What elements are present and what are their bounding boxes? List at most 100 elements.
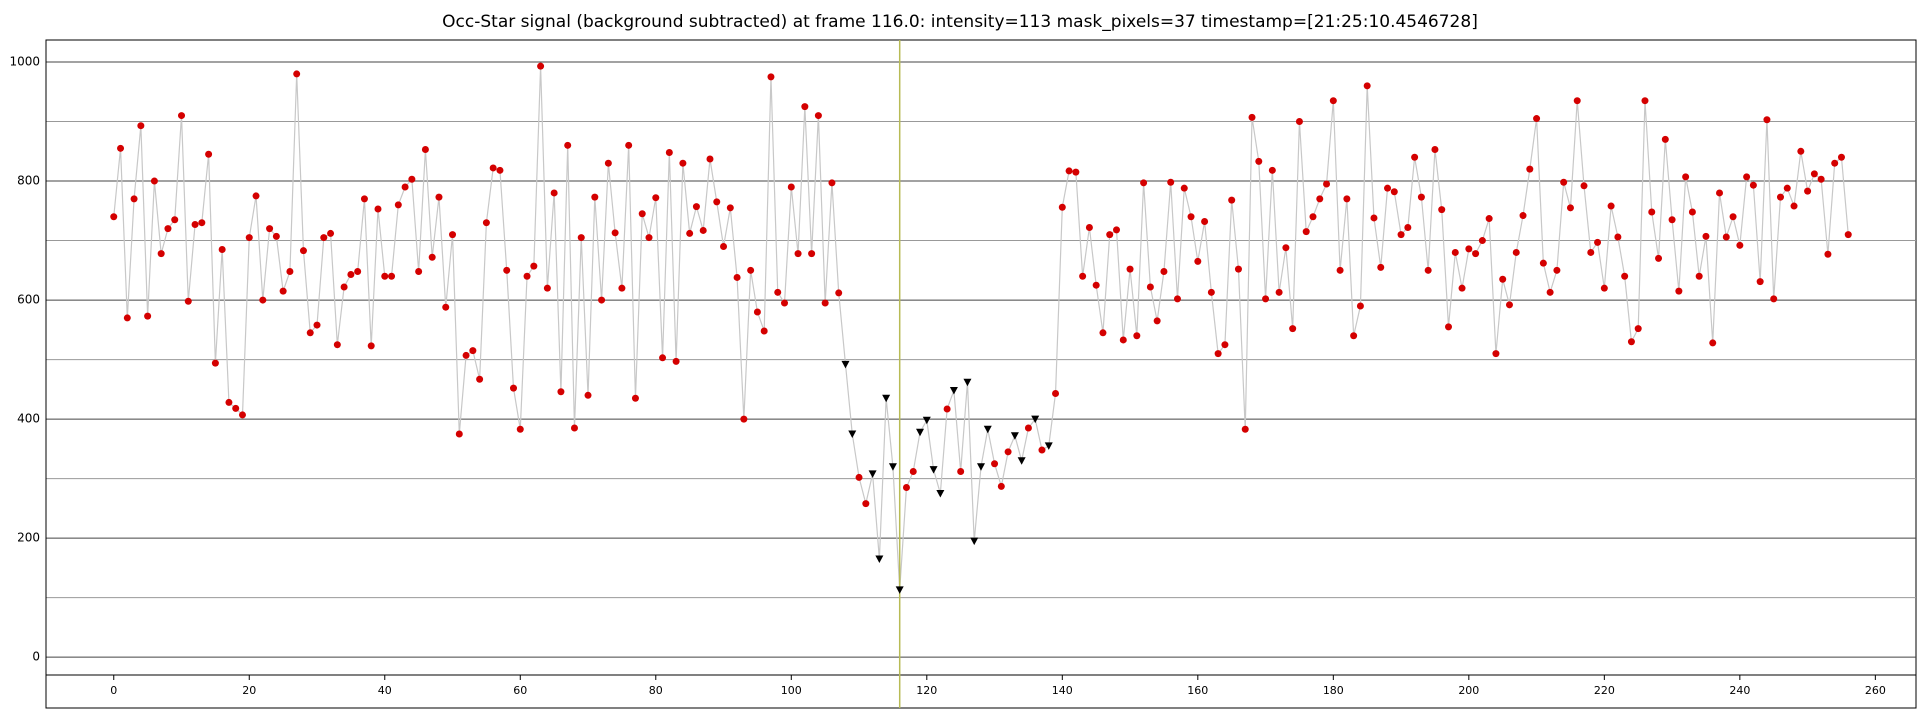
data-point	[1370, 214, 1378, 222]
data-point	[1641, 97, 1649, 105]
data-point	[333, 341, 341, 349]
data-point	[1688, 208, 1696, 216]
x-tick-label: 120	[916, 684, 937, 697]
data-point	[360, 195, 368, 203]
data-point	[1763, 116, 1771, 124]
data-point	[1668, 216, 1676, 224]
data-point	[1844, 231, 1852, 239]
data-point	[1776, 193, 1784, 201]
data-point	[706, 155, 714, 163]
data-point	[523, 272, 531, 280]
x-tick-label: 40	[378, 684, 392, 697]
data-point	[1600, 284, 1608, 292]
data-point	[1770, 295, 1778, 303]
data-point	[1085, 223, 1093, 231]
data-point	[1695, 272, 1703, 280]
data-point	[449, 231, 457, 239]
data-point	[1004, 448, 1012, 456]
data-point	[665, 148, 673, 156]
data-point	[184, 297, 192, 305]
data-point	[347, 270, 355, 278]
y-tick-label: 1000	[9, 55, 40, 69]
data-point	[1255, 157, 1263, 165]
data-point	[1052, 390, 1060, 398]
data-point	[1580, 182, 1588, 190]
data-point	[808, 250, 816, 258]
data-point	[1140, 179, 1148, 187]
data-point	[198, 219, 206, 227]
data-point	[1736, 241, 1744, 249]
data-point	[943, 405, 951, 413]
data-point	[191, 220, 199, 228]
data-point	[137, 122, 145, 130]
data-point	[1289, 325, 1297, 333]
data-point	[1167, 178, 1175, 186]
y-tick-label: 400	[17, 412, 40, 426]
data-point	[1627, 338, 1635, 346]
triangle-point	[895, 586, 904, 594]
data-point	[299, 247, 307, 255]
data-point	[279, 287, 287, 295]
data-point	[1546, 288, 1554, 296]
data-point	[1607, 202, 1615, 210]
data-point	[1539, 259, 1547, 267]
data-point	[117, 144, 125, 152]
data-point	[1614, 233, 1622, 241]
data-point	[1566, 204, 1574, 212]
data-point	[178, 112, 186, 120]
data-point	[1458, 284, 1466, 292]
data-point	[144, 312, 152, 320]
data-point	[760, 327, 768, 335]
data-point	[1648, 208, 1656, 216]
triangle-point	[1010, 432, 1019, 440]
data-point	[415, 268, 423, 276]
data-point	[1113, 226, 1121, 234]
data-point	[1810, 170, 1818, 178]
data-point	[537, 62, 545, 70]
data-point	[1716, 189, 1724, 197]
data-point	[1594, 238, 1602, 246]
data-point	[1438, 206, 1446, 214]
data-point	[787, 183, 795, 191]
data-point	[645, 234, 653, 242]
data-point	[672, 357, 680, 365]
triangle-point	[936, 489, 945, 498]
x-tick-label: 260	[1865, 684, 1886, 697]
data-point	[1451, 248, 1459, 256]
data-point	[157, 250, 165, 258]
data-point	[550, 189, 558, 197]
data-point	[1519, 212, 1527, 220]
data-point	[1634, 325, 1642, 333]
data-point	[1804, 187, 1812, 195]
data-point	[740, 415, 748, 423]
data-point	[1817, 175, 1825, 183]
data-point	[828, 179, 836, 187]
data-point	[1404, 223, 1412, 231]
data-point	[1472, 250, 1480, 258]
data-point	[781, 299, 789, 307]
data-point	[1431, 146, 1439, 154]
data-point	[1024, 424, 1032, 432]
data-point	[902, 484, 910, 492]
data-point	[225, 398, 233, 406]
data-point	[1384, 184, 1392, 192]
data-point	[496, 166, 504, 174]
x-tick-label: 20	[242, 684, 256, 697]
data-point	[1058, 203, 1066, 211]
data-point	[862, 500, 870, 508]
data-point	[1790, 202, 1798, 210]
data-point	[1709, 339, 1717, 347]
data-point	[1187, 213, 1195, 221]
data-point	[367, 342, 375, 350]
data-point	[557, 388, 565, 396]
data-point	[1465, 245, 1473, 253]
data-point	[259, 296, 267, 304]
data-point	[1390, 188, 1398, 196]
data-point	[1397, 231, 1405, 239]
data-point	[1309, 213, 1317, 221]
data-point	[442, 303, 450, 311]
data-point	[252, 192, 260, 200]
data-point	[211, 359, 219, 367]
data-point	[1729, 213, 1737, 221]
x-tick-label: 240	[1729, 684, 1750, 697]
